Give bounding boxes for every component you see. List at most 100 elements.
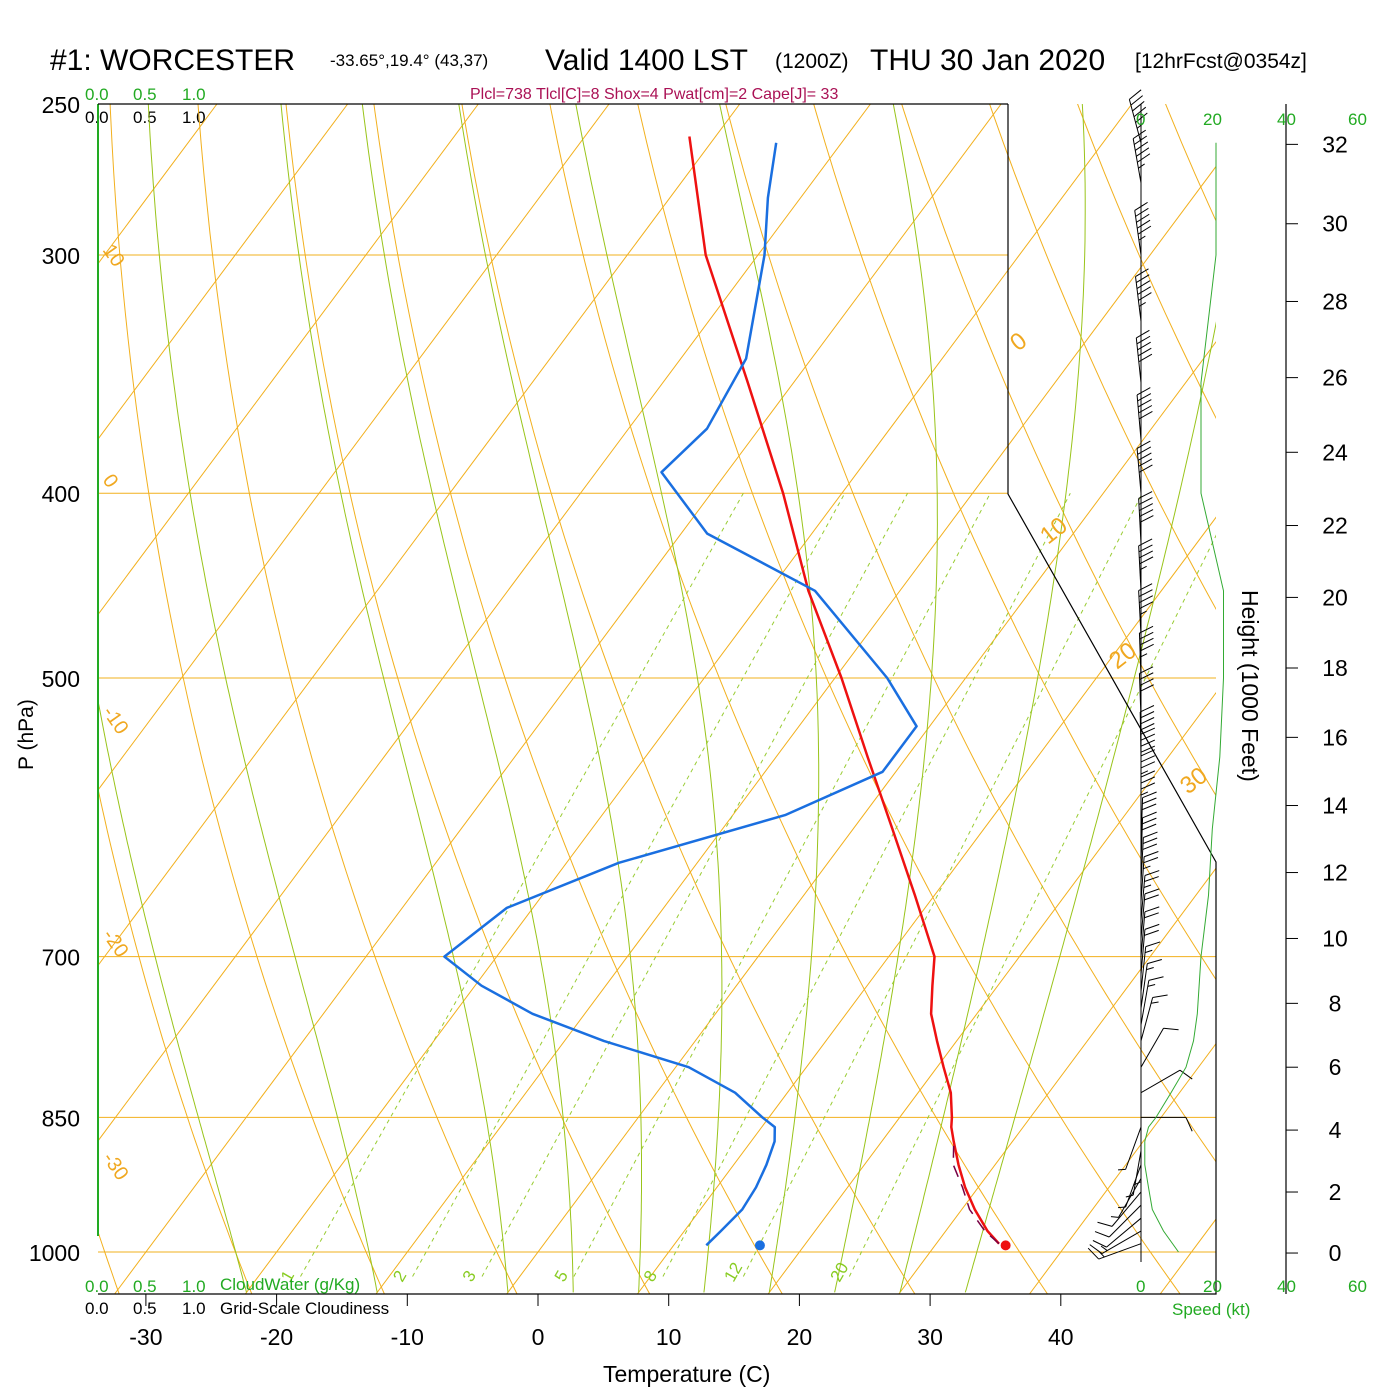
wind-barb-feather	[1140, 755, 1156, 763]
wind-barb-feather	[1139, 509, 1154, 517]
mixing-ratio-label: 20	[827, 1259, 853, 1285]
wind-barb	[1138, 625, 1154, 679]
speed-tick-bottom: 0	[1136, 1277, 1145, 1296]
temperature-tick-label: 10	[656, 1324, 682, 1350]
moist-adiabat-line	[147, 104, 378, 1293]
plot-frame	[98, 104, 1217, 1295]
wind-barb-staff	[1140, 1027, 1164, 1068]
wind-barb-feather	[1144, 949, 1153, 954]
speed-tick-bottom: 20	[1203, 1277, 1222, 1296]
wind-barb-feather	[1143, 857, 1159, 864]
cloudwater-tick-top: 0.0	[85, 85, 109, 104]
wind-barb-feather	[1094, 1231, 1110, 1238]
wind-barb-staff	[1138, 545, 1142, 591]
wind-barb-feather	[1140, 739, 1156, 747]
wind-barb-feather	[1137, 399, 1152, 408]
wind-barb	[1140, 1069, 1193, 1094]
speed-tick-top: 40	[1277, 110, 1296, 129]
wind-barb	[1140, 870, 1160, 921]
wind-barb	[1118, 1164, 1142, 1209]
wind-barb-feather	[1137, 393, 1152, 402]
wind-barb	[1139, 705, 1155, 757]
station-title: #1: WORCESTER	[50, 44, 295, 77]
wind-barb-feather	[1118, 1168, 1126, 1171]
wind-barb-feather	[1142, 791, 1157, 799]
wind-barb-feather	[1138, 163, 1145, 169]
wind-barb-feather	[1144, 876, 1159, 882]
cloudwater-tick-bottom: 0.0	[85, 1277, 109, 1296]
cloudiness-tick-bottom: 1.0	[182, 1299, 206, 1318]
wind-barb-feather	[1130, 95, 1143, 106]
wind-barb-feather	[1137, 286, 1151, 295]
wind-barb-staff	[1135, 337, 1142, 383]
wind-barb-staff	[1108, 1204, 1142, 1238]
dry-adiabat-line	[285, 104, 651, 1294]
wind-barb-feather	[1143, 865, 1151, 870]
wind-barb-feather	[1140, 749, 1156, 757]
wind-barb-feather	[1139, 610, 1147, 615]
wind-barb-staff	[1125, 1164, 1142, 1208]
wind-barb-staff	[1132, 138, 1142, 184]
forecast-date: THU 30 Jan 2020	[870, 44, 1105, 77]
height-tick-label: 8	[1329, 990, 1342, 1016]
wind-barb	[1135, 329, 1153, 383]
wind-barb-feather	[1144, 888, 1160, 895]
wind-barb-feather	[1136, 440, 1151, 449]
wind-barb-feather	[1129, 89, 1142, 100]
wind-barb-feather	[1137, 452, 1152, 461]
wind-barb-staff	[1140, 1069, 1181, 1094]
wind-barb-feather	[1132, 129, 1147, 140]
wind-barb-staff	[1140, 856, 1145, 902]
wind-barb	[1136, 387, 1153, 440]
wind-barb-feather	[1152, 994, 1168, 998]
isotherm-label-left: -10	[98, 702, 133, 738]
wind-speed-profile	[1144, 142, 1224, 1253]
wind-barb-feather	[1140, 776, 1156, 784]
wind-barb-feather	[1163, 1027, 1179, 1031]
wind-barb-staff	[1140, 893, 1146, 939]
pressure-axis-label: P (hPa)	[15, 699, 38, 770]
wind-barb-feather	[1138, 538, 1153, 547]
wind-barb-staff	[1098, 1243, 1142, 1260]
cloudwater-tick-bottom: 0.5	[133, 1277, 157, 1296]
wind-barb	[1110, 1178, 1142, 1218]
wind-barb-feather	[1142, 817, 1157, 825]
speed-tick-bottom: 40	[1277, 1277, 1296, 1296]
wind-barb-staff	[1140, 911, 1146, 957]
wind-barb-feather	[1135, 274, 1150, 283]
wind-barb	[1135, 268, 1152, 322]
isotherm-label-right: 30	[1175, 762, 1213, 800]
height-tick-label: 12	[1322, 860, 1348, 886]
wind-barb	[1136, 440, 1153, 494]
wind-barb-feather	[1134, 141, 1149, 151]
wind-barb-staff	[1134, 210, 1142, 256]
wind-barb-staff	[1138, 590, 1142, 636]
isotherm-line	[1291, 104, 1400, 1294]
pressure-tick-label: 400	[42, 481, 80, 507]
height-tick-label: 6	[1329, 1054, 1342, 1080]
isotherm-line	[375, 165, 1216, 1294]
wind-barb-staff	[1111, 1191, 1142, 1227]
height-tick-label: 14	[1322, 793, 1348, 819]
wind-barb	[1128, 89, 1148, 143]
moist-adiabat-line	[280, 104, 509, 1293]
isotherm-line	[1029, 1042, 1216, 1294]
isotherm-line	[98, 104, 741, 967]
wind-barb-feather	[1133, 106, 1147, 118]
wind-barb	[1140, 994, 1168, 1042]
wind-barb-feather	[1132, 101, 1145, 112]
wind-barb-feather	[1139, 643, 1154, 652]
valid-time: Valid 1400 LST	[545, 44, 748, 77]
wind-barb-feather	[1142, 837, 1158, 844]
wind-barb-staff	[1136, 448, 1142, 494]
wind-barb	[1140, 976, 1164, 1025]
wind-barb-feather	[1138, 353, 1153, 363]
dry-adiabat-line	[98, 786, 253, 1294]
wind-barb-feather	[1139, 625, 1154, 634]
wind-barb-feather	[1138, 497, 1153, 505]
wind-barb	[1140, 888, 1160, 939]
wind-barb-feather	[1140, 705, 1155, 713]
wind-barb	[1140, 727, 1156, 780]
isotherm-line	[98, 104, 349, 440]
